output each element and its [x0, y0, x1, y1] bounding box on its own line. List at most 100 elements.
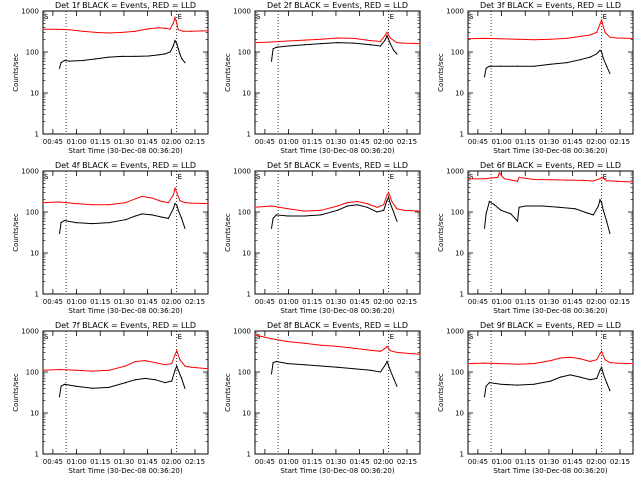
data-point-lld: [609, 36, 611, 38]
data-point-lld: [190, 202, 193, 204]
plot-frame: [467, 170, 634, 295]
y-axis-label: Counts/sec: [224, 213, 232, 252]
data-point-lld: [388, 191, 390, 193]
data-point-lld: [498, 172, 500, 174]
data-point-events: [516, 220, 519, 222]
chart-title: Det 9f BLACK = Events, RED = LLD: [480, 321, 621, 330]
data-point-events: [606, 382, 608, 384]
chart-panel: Det 1f BLACK = Events, RED = LLD 1 10 100 10…: [12, 1, 209, 155]
x-tick-label: 01:30: [114, 298, 134, 306]
data-point-events: [287, 215, 289, 217]
y-tick-label: 100: [451, 369, 464, 377]
data-point-events: [287, 45, 289, 47]
data-point-lld: [172, 22, 174, 24]
data-point-events: [60, 62, 62, 64]
data-point-events: [108, 222, 110, 224]
data-point-lld: [190, 30, 193, 32]
data-point-lld: [176, 22, 178, 24]
data-point-events: [389, 203, 391, 205]
data-point-lld: [164, 364, 166, 366]
data-point-events: [336, 366, 339, 368]
data-point-lld: [134, 198, 136, 200]
series-line-lld: [254, 191, 421, 212]
x-tick-label: 01:30: [326, 298, 346, 306]
data-point-events: [174, 40, 176, 42]
interval-marker-s: S: [44, 13, 49, 21]
data-point-events: [141, 213, 143, 215]
x-tick-label: 02:15: [397, 298, 417, 306]
data-point-lld: [376, 206, 378, 208]
x-tick-label: 01:45: [350, 138, 370, 146]
x-tick-label: 01:30: [539, 298, 559, 306]
data-point-lld: [383, 204, 385, 206]
data-point-events: [144, 377, 146, 379]
data-point-events: [579, 59, 581, 61]
data-point-events: [599, 369, 601, 371]
data-point-lld: [182, 30, 184, 32]
y-axis-label: Counts/sec: [437, 53, 445, 92]
data-point-lld: [270, 41, 273, 43]
interval-marker-e: E: [603, 13, 607, 21]
x-axis-label: Start Time (30-Dec-08 00:36:20): [280, 147, 394, 155]
data-point-events: [154, 379, 156, 381]
data-point-events: [82, 59, 84, 62]
data-point-events: [75, 385, 77, 387]
data-point-events: [383, 209, 385, 211]
y-tick-label: 1: [460, 451, 464, 459]
data-point-lld: [320, 38, 322, 40]
data-point-events: [124, 219, 127, 221]
data-point-events: [379, 371, 381, 373]
data-point-events: [303, 44, 306, 46]
data-point-lld: [172, 194, 174, 196]
data-point-events: [559, 376, 562, 378]
data-point-lld: [42, 28, 44, 30]
data-point-lld: [391, 200, 393, 203]
x-axis-label: Start Time (30-Dec-08 00:36:20): [280, 467, 394, 475]
data-point-lld: [599, 178, 601, 180]
data-point-events: [58, 232, 61, 234]
data-point-lld: [549, 38, 552, 40]
data-point-lld: [174, 187, 176, 189]
data-point-events: [303, 364, 306, 366]
data-point-events: [346, 205, 348, 207]
data-point-lld: [91, 370, 94, 372]
data-point-events: [95, 58, 97, 60]
data-point-lld: [58, 368, 61, 371]
data-point-lld: [518, 176, 520, 178]
data-point-lld: [549, 360, 552, 362]
data-point-events: [171, 380, 173, 382]
data-point-events: [379, 45, 381, 47]
data-point-lld: [353, 37, 355, 40]
series-line-events: [271, 360, 398, 387]
interval-marker-e: E: [390, 13, 394, 21]
data-point-lld: [303, 210, 306, 212]
y-axis-label: Counts/sec: [12, 213, 20, 252]
data-point-events: [176, 204, 178, 206]
y-axis-label: Counts/sec: [224, 53, 232, 92]
data-point-lld: [75, 203, 77, 205]
data-point-lld: [467, 178, 469, 180]
data-point-events: [569, 374, 571, 376]
data-point-lld: [369, 40, 372, 42]
data-point-events: [184, 387, 186, 389]
x-tick-label: 02:00: [161, 458, 181, 466]
data-point-lld: [174, 354, 176, 356]
y-tick-label: 100: [238, 209, 251, 217]
x-tick-label: 01:00: [491, 298, 511, 306]
data-point-lld: [369, 349, 372, 351]
data-point-events: [493, 204, 495, 206]
interval-marker-e: E: [603, 173, 607, 181]
x-tick-label: 01:15: [90, 138, 110, 146]
plot-frame: [254, 330, 421, 455]
data-point-events: [396, 385, 398, 387]
x-tick-label: 02:15: [185, 458, 205, 466]
x-tick-label: 01:45: [563, 298, 583, 306]
data-point-lld: [386, 194, 388, 196]
data-point-lld: [207, 203, 209, 205]
x-tick-label: 00:45: [43, 138, 63, 146]
data-point-lld: [254, 206, 256, 208]
data-point-events: [500, 383, 502, 385]
data-point-lld: [167, 202, 169, 204]
data-point-events: [596, 377, 598, 379]
y-tick-label: 1000: [446, 8, 464, 16]
